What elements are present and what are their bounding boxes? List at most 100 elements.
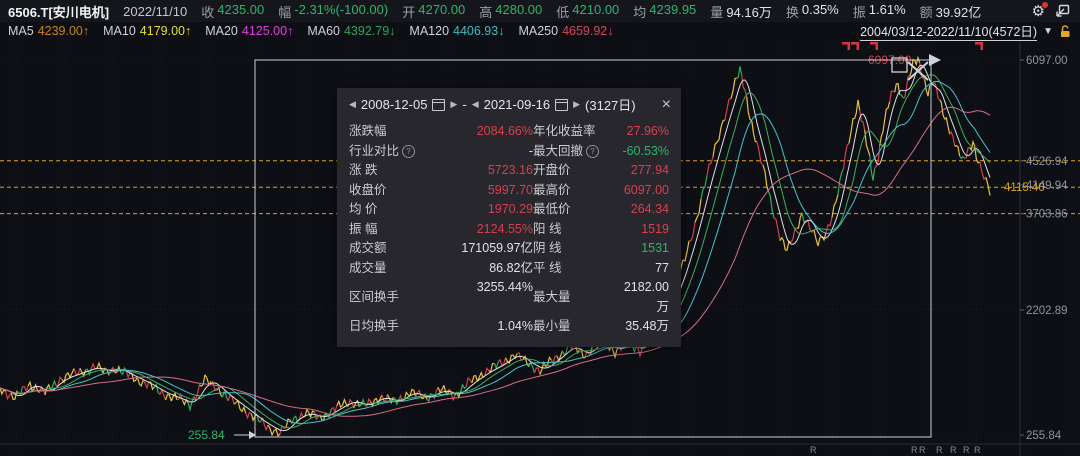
- question-icon[interactable]: ?: [402, 144, 416, 158]
- candle-segment: [694, 198, 702, 223]
- candle-segment: [181, 398, 189, 407]
- ma-indicator-bar: MA5 4239.00↑ MA10 4179.00↑ MA20 4125.00↑ MA60 4…: [0, 21, 1080, 41]
- candle-segment: [831, 194, 839, 218]
- stat-label: 涨跌幅: [349, 124, 387, 138]
- candle-segment: [221, 389, 229, 402]
- candle-segment: [825, 217, 833, 233]
- event-marker-icon: [975, 42, 983, 45]
- candle-segment: [790, 227, 797, 244]
- ma-item: MA5 4239.00↑: [8, 24, 90, 38]
- stat-label: 最大回撤?: [533, 142, 621, 162]
- interval-stats-panel: ◀ 2008-12-05 ▶ - ◀ 2021-09-16 ▶ (3127日) …: [337, 88, 681, 347]
- stat-value: 27.96%: [626, 124, 669, 138]
- candle-segment: [718, 119, 726, 140]
- candle-segment: [204, 374, 212, 387]
- candle-segment: [199, 374, 206, 388]
- ma-line: [0, 106, 991, 417]
- candle-segment: [347, 398, 355, 409]
- candle-segment: [381, 394, 389, 402]
- stat-value: 2084.66%: [476, 124, 533, 138]
- candle-segment: [959, 155, 966, 160]
- candle-segment: [550, 355, 558, 365]
- stat-value: 77: [655, 260, 669, 275]
- candle-segment: [499, 357, 507, 367]
- candle-segment: [914, 55, 921, 67]
- stat-value: -60.53%: [622, 143, 669, 158]
- next-date-arrow[interactable]: ▶: [450, 99, 458, 109]
- selection-box[interactable]: [254, 59, 932, 438]
- settings-gear-icon[interactable]: ⚙: [1032, 1, 1048, 19]
- prev-date-arrow[interactable]: ◀: [471, 99, 479, 109]
- exright-mark: R: [919, 445, 926, 455]
- candle-segment: [939, 99, 946, 120]
- candle-segment: [493, 359, 501, 370]
- quote-icons: ⚙: [1032, 1, 1080, 19]
- ma-line: [0, 80, 991, 424]
- calendar-icon[interactable]: [555, 98, 569, 111]
- candle-segment: [96, 361, 104, 374]
- candle-segment: [533, 367, 541, 375]
- stat-value: 86.82亿: [489, 260, 533, 275]
- selection-close-icon[interactable]: [907, 61, 929, 81]
- stat-value: 3255.44%: [476, 280, 533, 294]
- next-date-arrow[interactable]: ▶: [573, 99, 581, 109]
- event-marker-icon: [856, 42, 859, 50]
- candle-segment: [291, 415, 299, 424]
- panel-stat-rows: 涨跌幅 2084.66% 年化收益率 27.96% 行业对比? - 最大回撤? -60.53%…: [337, 120, 681, 347]
- popout-window-icon[interactable]: [1055, 4, 1070, 18]
- candle-segment: [176, 392, 184, 401]
- candle-segment: [159, 388, 167, 401]
- exright-mark: R: [974, 445, 981, 455]
- event-marker-icon: [875, 42, 878, 50]
- candle-segment: [256, 413, 263, 423]
- candle-segment: [706, 156, 714, 176]
- candle-segment: [443, 385, 450, 396]
- candle-segment: [854, 99, 861, 119]
- unlock-icon[interactable]: [1059, 24, 1072, 38]
- stat-value: 1531: [641, 241, 669, 255]
- candle-segment: [837, 168, 845, 195]
- axis-price-label: 3703.86: [1026, 209, 1068, 221]
- stat-value: 264.34: [630, 202, 669, 216]
- question-icon[interactable]: ?: [586, 144, 600, 158]
- stat-value: 1519: [641, 221, 669, 236]
- candle-segment: [785, 240, 792, 251]
- stat-label: 振 幅: [349, 221, 378, 236]
- quote-field: 开 4270.00: [402, 1, 466, 20]
- stat-label: 最高价: [533, 182, 571, 197]
- ma-item: MA20 4125.00↑: [205, 24, 294, 38]
- candle-segment: [148, 381, 155, 391]
- stat-label: 成交额: [349, 241, 387, 255]
- candle-segment: [964, 146, 970, 159]
- date-range-link[interactable]: 2004/03/12-2022/11/10(4572日): [860, 21, 1038, 41]
- candle-segment: [465, 376, 473, 387]
- ma-item: MA120 4406.93↓: [409, 24, 505, 38]
- event-marker-icon: [842, 42, 850, 45]
- stat-value: 277.94: [630, 163, 669, 177]
- candle-segment: [325, 408, 332, 419]
- stat-label: 最小量: [533, 319, 571, 333]
- end-date[interactable]: 2021-09-16: [483, 97, 551, 112]
- candle-segment: [879, 119, 886, 147]
- candle-segment: [476, 370, 484, 382]
- candle-segment: [61, 372, 69, 384]
- close-icon[interactable]: ×: [661, 95, 671, 113]
- selection-handle[interactable]: [891, 57, 908, 73]
- candle-segment: [165, 393, 172, 402]
- prev-date-arrow[interactable]: ◀: [349, 99, 356, 109]
- candle-segment: [934, 82, 941, 101]
- candle-segment: [250, 413, 258, 422]
- stat-value: 2182.00万: [623, 280, 669, 314]
- low-price-label: 255.84: [188, 428, 225, 442]
- stat-label: 开盘价: [533, 163, 571, 177]
- calendar-icon[interactable]: [432, 98, 446, 111]
- quote-field: 收 4235.00: [201, 1, 265, 20]
- start-date[interactable]: 2008-12-05: [360, 97, 428, 112]
- candle-segment: [471, 374, 479, 384]
- candle-segment: [773, 217, 781, 241]
- event-marker-icon: [847, 42, 850, 50]
- exright-mark: R: [911, 445, 918, 455]
- candle-segment: [545, 356, 552, 368]
- chevron-down-icon[interactable]: ▼: [1043, 25, 1053, 37]
